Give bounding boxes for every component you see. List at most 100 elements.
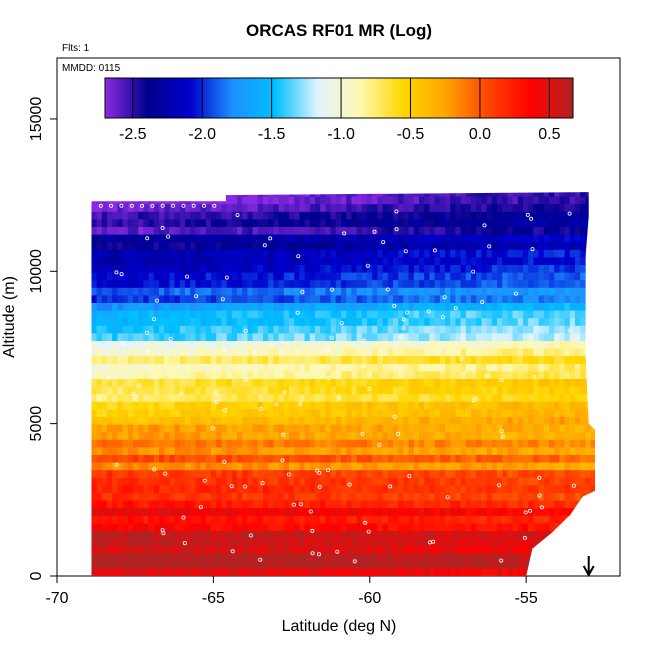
- heatmap-cell: [242, 477, 248, 486]
- heatmap-cell: [133, 348, 139, 357]
- heatmap-cell: [101, 379, 108, 387]
- heatmap-cell: [424, 546, 430, 555]
- heatmap-cell: [387, 227, 394, 235]
- heatmap-cell: [242, 553, 248, 562]
- heatmap-cell: [424, 394, 430, 403]
- heatmap-cell: [408, 325, 415, 334]
- heatmap-cell: [341, 303, 347, 311]
- heatmap-cell: [481, 325, 487, 334]
- heatmap-cell: [554, 409, 560, 418]
- heatmap-cell: [221, 257, 227, 266]
- heatmap-cell: [263, 234, 269, 243]
- heatmap-cell: [528, 295, 534, 304]
- heatmap-cell: [497, 569, 503, 576]
- heatmap-cell: [393, 523, 399, 532]
- heatmap-cell: [257, 477, 264, 486]
- heatmap-cell: [382, 424, 389, 433]
- heatmap-cell: [538, 493, 545, 501]
- heatmap-cell: [408, 409, 415, 418]
- heatmap-cell: [538, 242, 545, 251]
- heatmap-cell: [564, 204, 571, 213]
- heatmap-cell: [112, 265, 118, 273]
- heatmap-cell: [543, 219, 550, 228]
- heatmap-cell: [559, 432, 565, 441]
- heatmap-cell: [159, 477, 165, 486]
- heatmap-cell: [549, 227, 555, 235]
- heatmap-cell: [179, 310, 186, 319]
- heatmap-cell: [320, 234, 326, 243]
- heatmap-cell: [575, 455, 581, 463]
- heatmap-cell: [356, 447, 363, 456]
- heatmap-cell: [101, 546, 108, 555]
- heatmap-cell: [590, 455, 596, 463]
- heatmap-cell: [309, 257, 316, 266]
- heatmap-cell: [538, 409, 545, 418]
- heatmap-cell: [346, 515, 352, 524]
- heatmap-cell: [528, 196, 534, 205]
- heatmap-cell: [91, 561, 97, 570]
- heatmap-cell: [117, 386, 123, 395]
- heatmap-cell: [486, 257, 493, 266]
- heatmap-cell: [127, 394, 134, 403]
- heatmap-cell: [533, 439, 539, 448]
- heatmap-cell: [107, 477, 113, 486]
- heatmap-cell: [512, 325, 519, 334]
- heatmap-cell: [237, 356, 243, 365]
- heatmap-cell: [564, 192, 571, 197]
- heatmap-cell: [148, 538, 155, 547]
- heatmap-cell: [533, 348, 539, 357]
- heatmap-cell: [289, 325, 295, 334]
- heatmap-cell: [403, 439, 409, 448]
- heatmap-cell: [231, 371, 238, 380]
- heatmap-cell: [263, 493, 269, 501]
- heatmap-cell: [195, 485, 201, 494]
- heatmap-cell: [413, 227, 420, 235]
- heatmap-cell: [309, 455, 316, 463]
- heatmap-cell: [559, 424, 565, 433]
- heatmap-cell: [268, 219, 274, 228]
- heatmap-cell: [247, 371, 253, 380]
- heatmap-cell: [549, 447, 555, 456]
- heatmap-cell: [309, 318, 316, 327]
- heatmap-cell: [159, 192, 165, 197]
- heatmap-cell: [367, 561, 373, 570]
- heatmap-cell: [559, 553, 565, 562]
- heatmap-cell: [169, 477, 175, 486]
- heatmap-cell: [580, 227, 586, 235]
- heatmap-cell: [190, 287, 196, 296]
- heatmap-cell: [315, 371, 321, 380]
- heatmap-cell: [356, 363, 363, 372]
- heatmap-cell: [237, 493, 243, 501]
- heatmap-cell: [294, 439, 300, 448]
- heatmap-cell: [216, 485, 222, 494]
- heatmap-cell: [185, 553, 191, 562]
- heatmap-cell: [107, 546, 113, 555]
- heatmap-cell: [263, 257, 269, 266]
- heatmap-cell: [107, 295, 113, 304]
- heatmap-cell: [299, 439, 305, 448]
- heatmap-cell: [517, 310, 524, 319]
- heatmap-cell: [419, 569, 425, 576]
- heatmap-cell: [309, 569, 316, 576]
- heatmap-cell: [325, 546, 331, 555]
- heatmap-cell: [387, 234, 394, 243]
- heatmap-cell: [455, 310, 461, 319]
- heatmap-cell: [455, 234, 461, 243]
- heatmap-cell: [512, 318, 519, 327]
- heatmap-cell: [325, 523, 331, 532]
- heatmap-cell: [538, 470, 545, 479]
- heatmap-cell: [242, 386, 248, 395]
- heatmap-cell: [497, 546, 503, 555]
- heatmap-cell: [159, 227, 165, 235]
- heatmap-cell: [491, 325, 498, 334]
- heatmap-cell: [185, 219, 191, 228]
- heatmap-cell: [247, 272, 253, 281]
- heatmap-cell: [585, 462, 591, 471]
- heatmap-cell: [403, 287, 409, 296]
- heatmap-cell: [257, 561, 264, 570]
- heatmap-cell: [512, 249, 519, 258]
- heatmap-cell: [356, 310, 363, 319]
- heatmap-cell: [200, 295, 207, 304]
- heatmap-cell: [455, 318, 461, 327]
- heatmap-cell: [164, 371, 170, 380]
